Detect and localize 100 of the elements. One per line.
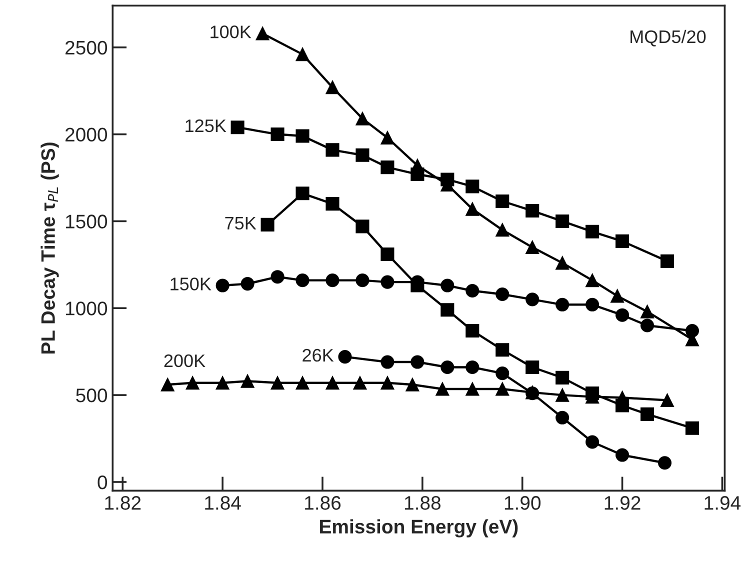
point <box>466 180 480 194</box>
point <box>216 376 230 390</box>
point <box>640 318 654 332</box>
y-tick-label: 2000 <box>66 128 108 142</box>
point <box>356 112 370 126</box>
point <box>556 370 570 384</box>
point <box>496 194 510 208</box>
point <box>410 355 424 369</box>
point <box>586 298 600 312</box>
y-tick-label: 1000 <box>66 302 108 316</box>
point <box>296 129 310 143</box>
y-tick-label: 500 <box>76 388 108 402</box>
point <box>296 186 310 200</box>
x-tick-label: 1.94 <box>704 496 741 510</box>
point <box>556 410 570 424</box>
point <box>466 360 480 374</box>
point <box>240 374 254 388</box>
point <box>356 220 370 234</box>
point <box>440 172 454 186</box>
point <box>660 254 674 268</box>
point <box>658 456 672 470</box>
point <box>380 355 394 369</box>
annotation: MQD5/20 <box>630 30 706 46</box>
series-label: 150K <box>170 278 212 290</box>
y-tick-label: 1500 <box>66 214 108 228</box>
point <box>640 304 654 318</box>
point <box>586 274 600 288</box>
x-tick-label: 1.82 <box>105 496 141 510</box>
point <box>660 394 674 408</box>
point <box>406 378 420 392</box>
point <box>616 390 630 404</box>
point <box>326 274 340 288</box>
point <box>526 360 540 374</box>
point <box>466 382 480 396</box>
point <box>326 376 340 390</box>
point <box>296 376 310 390</box>
point <box>556 298 570 312</box>
x-tick-label: 1.86 <box>305 496 341 510</box>
point <box>338 350 352 364</box>
point <box>436 382 450 396</box>
point <box>526 240 540 254</box>
point <box>556 214 570 228</box>
y-axis-title: PL Decay Time τ$_{PL}$ (PS) <box>40 142 59 354</box>
point <box>256 26 270 40</box>
point <box>440 278 454 292</box>
point <box>556 388 570 402</box>
series-label: 26K <box>302 348 334 362</box>
point <box>556 256 570 270</box>
point <box>380 160 394 174</box>
y-tick-label: 0 <box>98 475 108 490</box>
point <box>326 143 340 157</box>
point <box>496 382 510 396</box>
point <box>410 168 424 182</box>
point <box>685 324 700 338</box>
x-tick-label: 1.84 <box>205 496 241 510</box>
point <box>326 197 340 211</box>
point <box>270 128 284 142</box>
point <box>270 270 284 284</box>
point <box>380 130 394 145</box>
point <box>526 204 540 218</box>
x-tick-label: 1.88 <box>404 496 441 510</box>
point <box>640 407 654 421</box>
point <box>440 303 454 317</box>
point <box>610 289 624 303</box>
point <box>296 48 310 62</box>
point <box>496 366 510 380</box>
point <box>616 308 630 322</box>
point <box>240 277 254 291</box>
point <box>296 274 310 288</box>
point <box>616 448 630 462</box>
point <box>326 80 340 94</box>
point <box>616 234 630 248</box>
y-tick-label: 2500 <box>66 40 108 55</box>
point <box>380 247 394 262</box>
point <box>260 218 274 232</box>
series-label: 200K <box>164 354 206 368</box>
point <box>586 435 600 449</box>
point <box>440 360 454 374</box>
series-label: 100K <box>210 26 252 38</box>
point <box>356 274 370 288</box>
point <box>496 343 510 357</box>
point <box>466 202 480 216</box>
point <box>496 223 510 237</box>
point <box>586 224 600 238</box>
series-label: 75K <box>225 216 256 230</box>
x-tick-label: 1.92 <box>604 496 640 510</box>
point <box>160 378 174 392</box>
point <box>526 292 540 306</box>
point <box>466 284 480 298</box>
point <box>230 120 244 134</box>
point <box>685 421 700 435</box>
point <box>380 376 394 390</box>
point <box>380 275 394 289</box>
point <box>466 324 480 338</box>
point <box>356 148 370 162</box>
x-axis-title: Emission Energy (eV) <box>320 519 518 538</box>
x-tick-label: 1.90 <box>504 496 541 510</box>
point <box>216 278 230 292</box>
series-label: 125K <box>186 119 226 132</box>
point <box>186 376 200 390</box>
